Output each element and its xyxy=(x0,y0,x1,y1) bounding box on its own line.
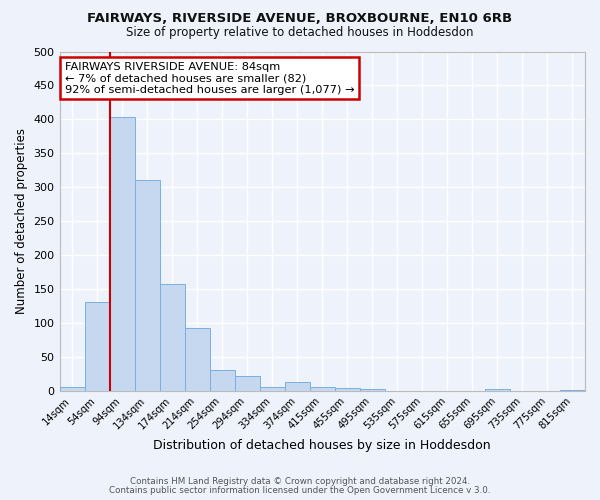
Bar xyxy=(85,302,110,390)
Bar xyxy=(310,388,335,390)
Bar xyxy=(185,328,209,390)
Text: Contains HM Land Registry data © Crown copyright and database right 2024.: Contains HM Land Registry data © Crown c… xyxy=(130,477,470,486)
Text: Size of property relative to detached houses in Hoddesdon: Size of property relative to detached ho… xyxy=(126,26,474,39)
Bar xyxy=(59,388,85,390)
Bar xyxy=(335,388,360,390)
Text: Contains public sector information licensed under the Open Government Licence v : Contains public sector information licen… xyxy=(109,486,491,495)
Bar xyxy=(209,370,235,390)
Bar xyxy=(285,382,310,390)
X-axis label: Distribution of detached houses by size in Hoddesdon: Distribution of detached houses by size … xyxy=(154,440,491,452)
Bar xyxy=(260,388,285,390)
Bar xyxy=(134,180,160,390)
Text: FAIRWAYS, RIVERSIDE AVENUE, BROXBOURNE, EN10 6RB: FAIRWAYS, RIVERSIDE AVENUE, BROXBOURNE, … xyxy=(88,12,512,26)
Bar xyxy=(360,388,385,390)
Bar xyxy=(235,376,260,390)
Text: FAIRWAYS RIVERSIDE AVENUE: 84sqm
← 7% of detached houses are smaller (82)
92% of: FAIRWAYS RIVERSIDE AVENUE: 84sqm ← 7% of… xyxy=(65,62,354,95)
Bar xyxy=(110,118,134,390)
Y-axis label: Number of detached properties: Number of detached properties xyxy=(15,128,28,314)
Bar xyxy=(160,284,185,391)
